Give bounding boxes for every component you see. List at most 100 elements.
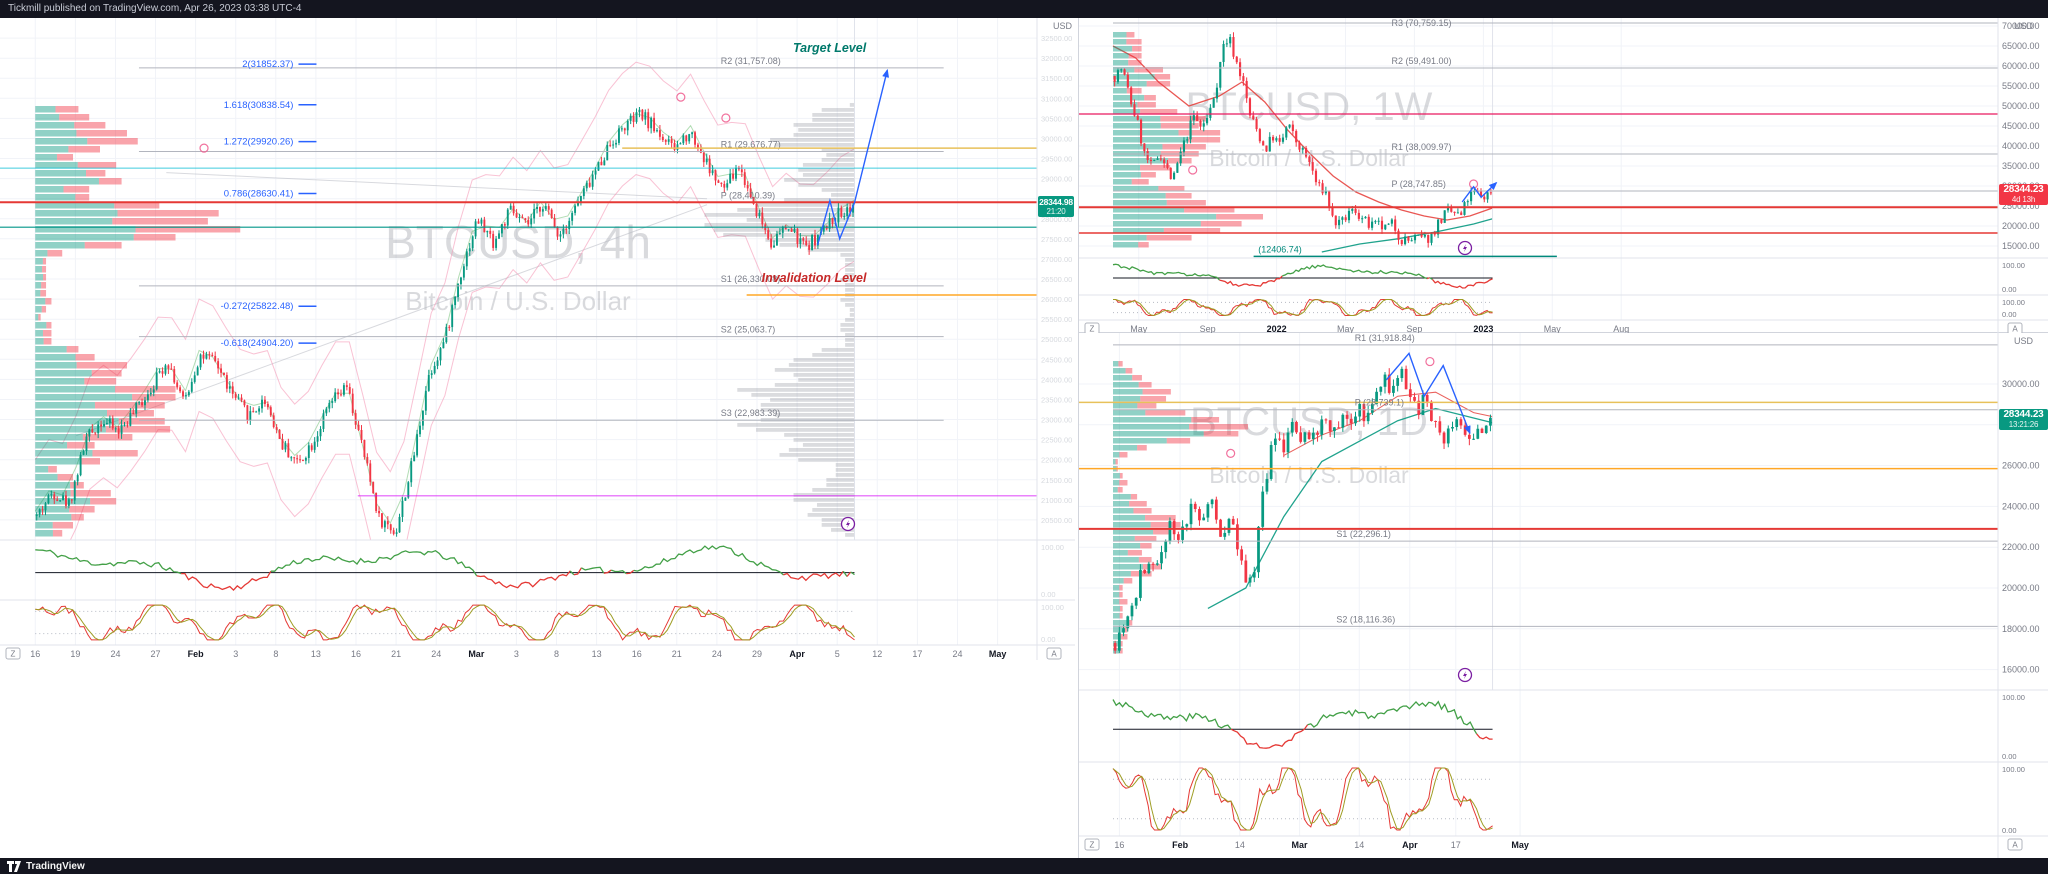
svg-text:21500.00: 21500.00	[1041, 476, 1072, 485]
svg-text:0.00: 0.00	[2002, 285, 2017, 294]
svg-text:8: 8	[273, 649, 278, 659]
svg-text:0.00: 0.00	[1041, 635, 1056, 644]
svg-text:S1 (26,330.08): S1 (26,330.08)	[721, 274, 781, 284]
signal-marker	[1425, 356, 1435, 367]
svg-text:22500.00: 22500.00	[1041, 436, 1072, 445]
svg-text:BTCUSD, 4h: BTCUSD, 4h	[385, 216, 651, 268]
last-price-badge: 28344.23 4d 13h	[1999, 183, 2048, 205]
price-levels: R3 (70,759.15) R2 (59,491.00) R1 (38,009.9…	[1079, 18, 1998, 258]
autoscale-button[interactable]: A	[2007, 322, 2023, 334]
chart-1d[interactable]: BTCUSD, 1D Bitcoin / U.S. Dollar R1 (31,91…	[1078, 333, 2048, 858]
svg-text:P (28,410.39): P (28,410.39)	[721, 190, 775, 200]
flash-icon[interactable]	[1457, 667, 1473, 683]
svg-text:A: A	[2012, 325, 2018, 334]
grid	[0, 18, 1037, 645]
svg-text:Apr: Apr	[1402, 840, 1418, 850]
currency-label: USD	[2014, 336, 2034, 346]
publish-info-text: Tickmill published on TradingView.com, A…	[8, 3, 302, 14]
svg-text:100.00: 100.00	[2002, 765, 2025, 774]
signal-marker	[199, 143, 209, 153]
price-axis[interactable]: 20500.00 21000.00 21500.00 22000.00 22500.00…	[1041, 21, 1073, 644]
svg-text:45000.00: 45000.00	[2002, 121, 2040, 131]
svg-text:100.00: 100.00	[2002, 298, 2025, 307]
footer-bar: TradingView	[0, 858, 2048, 874]
svg-text:20000.00: 20000.00	[2002, 221, 2040, 231]
svg-text:21: 21	[391, 649, 401, 659]
svg-text:29: 29	[752, 649, 762, 659]
svg-text:27: 27	[151, 649, 161, 659]
candles	[1113, 32, 1492, 248]
svg-text:R2 (59,491.00): R2 (59,491.00)	[1391, 56, 1451, 66]
svg-text:23000.00: 23000.00	[1041, 416, 1072, 425]
price-levels: R1 (31,918.84) P (28,739.1) S1 (22,296.1) S…	[1079, 333, 1998, 627]
svg-text:(12406.74): (12406.74)	[1258, 244, 1302, 254]
timezone-button[interactable]: Z	[5, 647, 21, 660]
svg-text:24000.00: 24000.00	[1041, 375, 1072, 384]
svg-text:16: 16	[30, 649, 40, 659]
projection-arrow	[1385, 352, 1471, 435]
svg-text:3: 3	[514, 649, 519, 659]
svg-text:3: 3	[233, 649, 238, 659]
svg-text:Mar: Mar	[1292, 840, 1309, 850]
svg-text:0.00: 0.00	[1041, 590, 1056, 599]
svg-text:55000.00: 55000.00	[2002, 81, 2040, 91]
svg-text:29000.00: 29000.00	[1041, 175, 1072, 184]
svg-text:S3 (22,983.39): S3 (22,983.39)	[721, 408, 781, 418]
svg-text:0.00: 0.00	[2002, 752, 2017, 761]
time-axis[interactable]: 16 Feb 14 Mar 14 Apr 17 May	[1114, 840, 1528, 850]
svg-text:BTCUSD, 1W: BTCUSD, 1W	[1186, 85, 1433, 129]
svg-text:17: 17	[912, 649, 922, 659]
time-axis[interactable]: May Sep 2022 May Sep 2023 May Aug	[1130, 324, 1629, 333]
time-axis[interactable]: 16 19 24 27 Feb 3 8 13 16 21 24 Mar 3 8 13 16 21 24 29 Apr 5…	[30, 649, 1006, 659]
svg-text:May: May	[989, 649, 1007, 659]
autoscale-button[interactable]: A	[2007, 838, 2023, 851]
svg-text:20500.00: 20500.00	[1041, 516, 1072, 525]
price-axis[interactable]: 15000.0020000.0025000.0030000.0035000.00…	[2002, 21, 2040, 319]
svg-text:19: 19	[70, 649, 80, 659]
svg-text:26000.00: 26000.00	[2002, 461, 2040, 471]
svg-text:30000.00: 30000.00	[1041, 134, 1072, 143]
svg-text:24: 24	[110, 649, 120, 659]
svg-text:0.00: 0.00	[2002, 310, 2017, 319]
svg-text:Bitcoin / U.S. Dollar: Bitcoin / U.S. Dollar	[405, 286, 631, 316]
grid	[1079, 18, 1998, 320]
footer-brand[interactable]: TradingView	[26, 860, 85, 872]
autoscale-button[interactable]: A	[1046, 647, 1062, 660]
svg-text:R1 (29,676.77): R1 (29,676.77)	[721, 139, 781, 149]
chart-1w[interactable]: BTCUSD, 1W Bitcoin / U.S. Dollar R3 (70,75…	[1078, 18, 2048, 333]
flash-icon[interactable]	[1457, 240, 1473, 256]
signal-marker	[721, 113, 731, 123]
currency-label: USD	[1053, 21, 1073, 31]
svg-text:26000.00: 26000.00	[1041, 295, 1072, 304]
signal-marker	[1188, 165, 1198, 175]
svg-text:28000.00: 28000.00	[1041, 215, 1072, 224]
svg-text:5: 5	[835, 649, 840, 659]
svg-text:13: 13	[592, 649, 602, 659]
svg-text:12: 12	[872, 649, 882, 659]
svg-text:16000.00: 16000.00	[2002, 665, 2040, 675]
svg-text:S1 (22,296.1): S1 (22,296.1)	[1336, 529, 1391, 539]
chart-4h[interactable]: BTCUSD, 4h Bitcoin / U.S. Dollar R2 (31,75…	[0, 18, 1075, 660]
svg-text:22000.00: 22000.00	[1041, 456, 1072, 465]
svg-text:31500.00: 31500.00	[1041, 74, 1072, 83]
svg-text:Apr: Apr	[789, 649, 805, 659]
timezone-button[interactable]: Z	[1084, 838, 1100, 851]
last-price-badge: 28344.23 13:21:26	[1999, 408, 2048, 430]
last-price-badge: 28344.98 21:20	[1038, 195, 1074, 217]
svg-text:25500.00: 25500.00	[1041, 315, 1072, 324]
svg-text:25000.00: 25000.00	[2002, 201, 2040, 211]
svg-text:24: 24	[712, 649, 722, 659]
svg-text:S2 (18,116.36): S2 (18,116.36)	[1336, 614, 1395, 624]
svg-text:26500.00: 26500.00	[1041, 275, 1072, 284]
timezone-button[interactable]: Z	[1084, 322, 1100, 333]
price-levels: R2 (31,757.08) R1 (29,676.77) P (28,410.39…	[0, 56, 1037, 497]
svg-text:1.618(30838.54): 1.618(30838.54)	[224, 100, 294, 111]
svg-text:14: 14	[1235, 840, 1245, 850]
candles	[35, 106, 854, 537]
svg-text:30000.00: 30000.00	[2002, 379, 2040, 389]
flash-icon[interactable]	[840, 516, 856, 532]
svg-text:21: 21	[672, 649, 682, 659]
svg-text:100.00: 100.00	[2002, 693, 2025, 702]
svg-text:65000.00: 65000.00	[2002, 41, 2040, 51]
